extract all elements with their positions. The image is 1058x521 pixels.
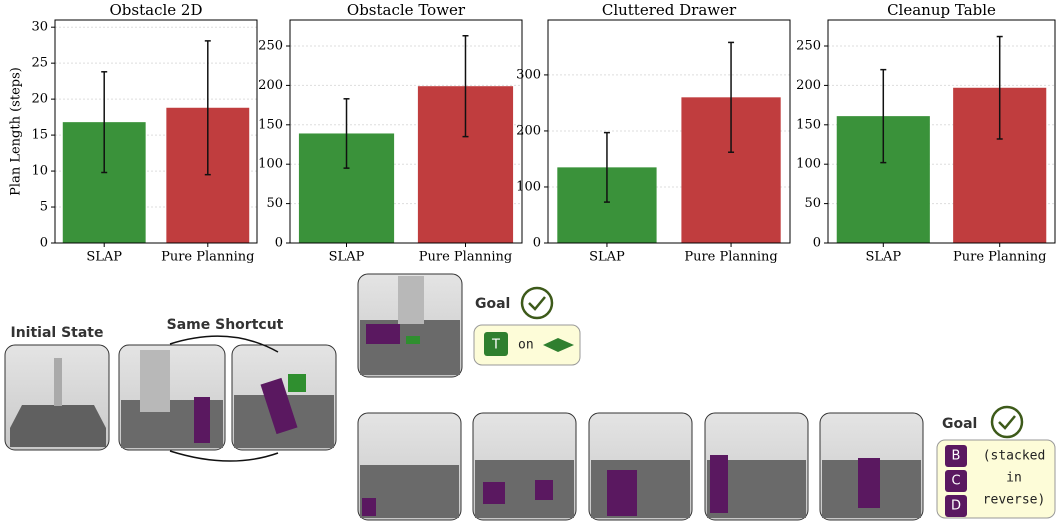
y-tick-label: 150 (796, 117, 821, 132)
goal-text: in (1006, 471, 1022, 486)
x-tick-label: SLAP (329, 250, 365, 265)
y-axis-label: Plan Length (steps) (9, 67, 24, 196)
x-tick-label: SLAP (589, 250, 625, 265)
y-tick-label: 200 (516, 123, 541, 138)
goal-2: Goal BCD (stacked in reverse) (936, 405, 1056, 519)
chart-title: Obstacle 2D (110, 1, 203, 19)
y-tick-label: 200 (796, 78, 821, 93)
goal-label: Goal (475, 296, 510, 312)
goal-text: on (518, 338, 534, 353)
goal-text: reverse) (983, 493, 1046, 508)
y-tick-label: 0 (40, 236, 48, 251)
y-tick-label: 0 (813, 236, 821, 251)
chart-title: Cluttered Drawer (602, 1, 737, 19)
y-tick-label: 50 (804, 196, 821, 211)
block (945, 470, 967, 492)
y-tick-label: 0 (275, 236, 283, 251)
x-tick-label: Pure Planning (953, 250, 1046, 265)
bar-chart: Obstacle 2D Plan Length (steps) 0 5 10 15 20 25… (9, 1, 258, 265)
y-tick-label: 15 (31, 128, 48, 143)
y-tick-label: 0 (533, 236, 541, 251)
y-tick-label: 50 (266, 196, 283, 211)
y-tick-label: 250 (258, 39, 283, 54)
scene-images (4, 273, 924, 521)
block (945, 495, 967, 517)
y-tick-label: 100 (516, 179, 541, 194)
bar-chart: Obstacle Tower 0 50 100 150 200 250 SLAP Pure Pl… (258, 1, 523, 265)
y-tick-label: 20 (31, 92, 48, 107)
panel-label: Same Shortcut (167, 317, 284, 333)
y-tick-label: 200 (258, 78, 283, 93)
plot-frame (547, 19, 791, 244)
block (945, 445, 967, 467)
y-tick-label: 150 (258, 117, 283, 132)
chart-title: Obstacle Tower (347, 1, 466, 19)
charts: Obstacle 2D Plan Length (steps) 0 5 10 15 20 25… (9, 1, 1056, 265)
block-label: C (951, 474, 960, 489)
block-label: T (491, 338, 500, 353)
panel-label: Initial State (11, 325, 104, 341)
plot-frame (827, 19, 1056, 244)
bar-chart: Cluttered Drawer 0 100 200 300 SLAP Pure Plann… (516, 1, 791, 265)
block-label: D (951, 499, 961, 514)
y-tick-label: 30 (31, 20, 48, 35)
x-tick-label: SLAP (86, 250, 122, 265)
y-tick-label: 100 (796, 157, 821, 172)
goal-1: Goal T on (473, 286, 581, 366)
goal-text: (stacked (983, 449, 1046, 464)
plot-frame (54, 19, 258, 244)
block-label: B (952, 449, 961, 464)
y-tick-label: 10 (31, 164, 48, 179)
x-tick-label: SLAP (865, 250, 901, 265)
x-tick-label: Pure Planning (684, 250, 777, 265)
x-tick-label: Pure Planning (161, 250, 254, 265)
y-tick-label: 300 (516, 67, 541, 82)
y-tick-label: 25 (31, 56, 48, 71)
y-tick-label: 100 (258, 157, 283, 172)
plot-frame (289, 19, 523, 244)
chart-title: Cleanup Table (887, 1, 996, 19)
y-tick-label: 250 (796, 39, 821, 54)
bar-chart: Cleanup Table 0 50 100 150 200 250 SLAP Pure Pla… (796, 1, 1056, 265)
y-tick-label: 5 (40, 200, 48, 215)
x-tick-label: Pure Planning (419, 250, 512, 265)
goal-label: Goal (942, 416, 977, 432)
